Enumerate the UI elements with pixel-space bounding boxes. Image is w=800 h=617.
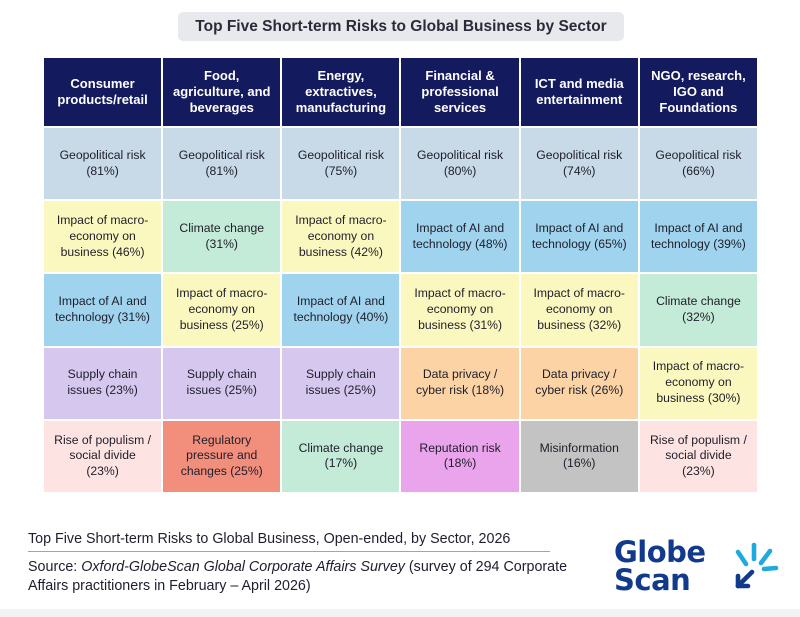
column-header: Food, agriculture, and beverages	[163, 58, 281, 126]
logo-line-1: Globe	[614, 535, 706, 569]
risk-cell: Geopolitical risk (75%)	[282, 128, 400, 200]
risk-cell: Impact of AI and technology (31%)	[44, 274, 162, 346]
risk-cell: Regulatory pressure and changes (25%)	[163, 420, 281, 492]
risk-cell: Geopolitical risk (81%)	[44, 128, 162, 200]
source-note: Source: Oxford-GlobeScan Global Corporat…	[28, 558, 568, 596]
risk-table: Consumer products/retail Food, agricultur…	[44, 58, 757, 492]
risk-cell: Reputation risk (18%)	[401, 420, 519, 492]
risk-cell: Data privacy / cyber risk (18%)	[401, 347, 519, 419]
risk-cell: Impact of macro-economy on business (32%…	[520, 274, 638, 346]
risk-cell: Geopolitical risk (81%)	[163, 128, 281, 200]
logo-wordmark: Globe Scan	[614, 535, 706, 597]
column-header: Energy, extractives, manufacturing	[282, 58, 400, 126]
source-survey-name: Oxford-GlobeScan Global Corporate Affair…	[81, 559, 405, 575]
risk-cell: Impact of AI and technology (48%)	[401, 201, 519, 273]
risk-cell: Data privacy / cyber risk (26%)	[520, 347, 638, 419]
caption-divider	[28, 551, 550, 552]
risk-cell: Impact of macro-economy on business (30%…	[639, 347, 757, 419]
source-suffix: (survey of 294 Corporate Affairs practit…	[28, 559, 568, 594]
column-header: Financial & professional services	[401, 58, 519, 126]
footer-strip	[0, 609, 800, 617]
risk-cell: Supply chain issues (25%)	[282, 347, 400, 419]
figure-caption: Top Five Short-term Risks to Global Busi…	[28, 531, 511, 547]
risk-cell: Impact of AI and technology (39%)	[639, 201, 757, 273]
column-header: ICT and media entertainment	[520, 58, 638, 126]
risk-cell: Impact of macro-economy on business (25%…	[163, 274, 281, 346]
risk-cell: Geopolitical risk (80%)	[401, 128, 519, 200]
logo-burst-icon	[735, 542, 779, 589]
risk-cell: Supply chain issues (25%)	[163, 347, 281, 419]
risk-cell: Rise of populism / social divide (23%)	[639, 420, 757, 492]
risk-cell: Impact of AI and technology (40%)	[282, 274, 400, 346]
risk-cell: Geopolitical risk (74%)	[520, 128, 638, 200]
risk-cell: Climate change (32%)	[639, 274, 757, 346]
column-header: Consumer products/retail	[44, 58, 162, 126]
risk-cell: Geopolitical risk (66%)	[639, 128, 757, 200]
risk-cell: Impact of macro-economy on business (42%…	[282, 201, 400, 273]
column-header: NGO, research, IGO and Foundations	[639, 58, 757, 126]
risk-cell: Supply chain issues (23%)	[44, 347, 162, 419]
source-prefix: Source:	[28, 559, 82, 575]
chart-title: Top Five Short-term Risks to Global Busi…	[178, 12, 624, 41]
risk-cell: Rise of populism / social divide (23%)	[44, 420, 162, 492]
risk-cell: Climate change (31%)	[163, 201, 281, 273]
risk-cell: Impact of macro-economy on business (46%…	[44, 201, 162, 273]
risk-cell: Impact of AI and technology (65%)	[520, 201, 638, 273]
risk-cell: Climate change (17%)	[282, 420, 400, 492]
globescan-logo: Globe Scan	[614, 538, 784, 600]
risk-cell: Misinformation (16%)	[520, 420, 638, 492]
risk-cell: Impact of macro-economy on business (31%…	[401, 274, 519, 346]
logo-line-2: Scan	[614, 563, 691, 597]
